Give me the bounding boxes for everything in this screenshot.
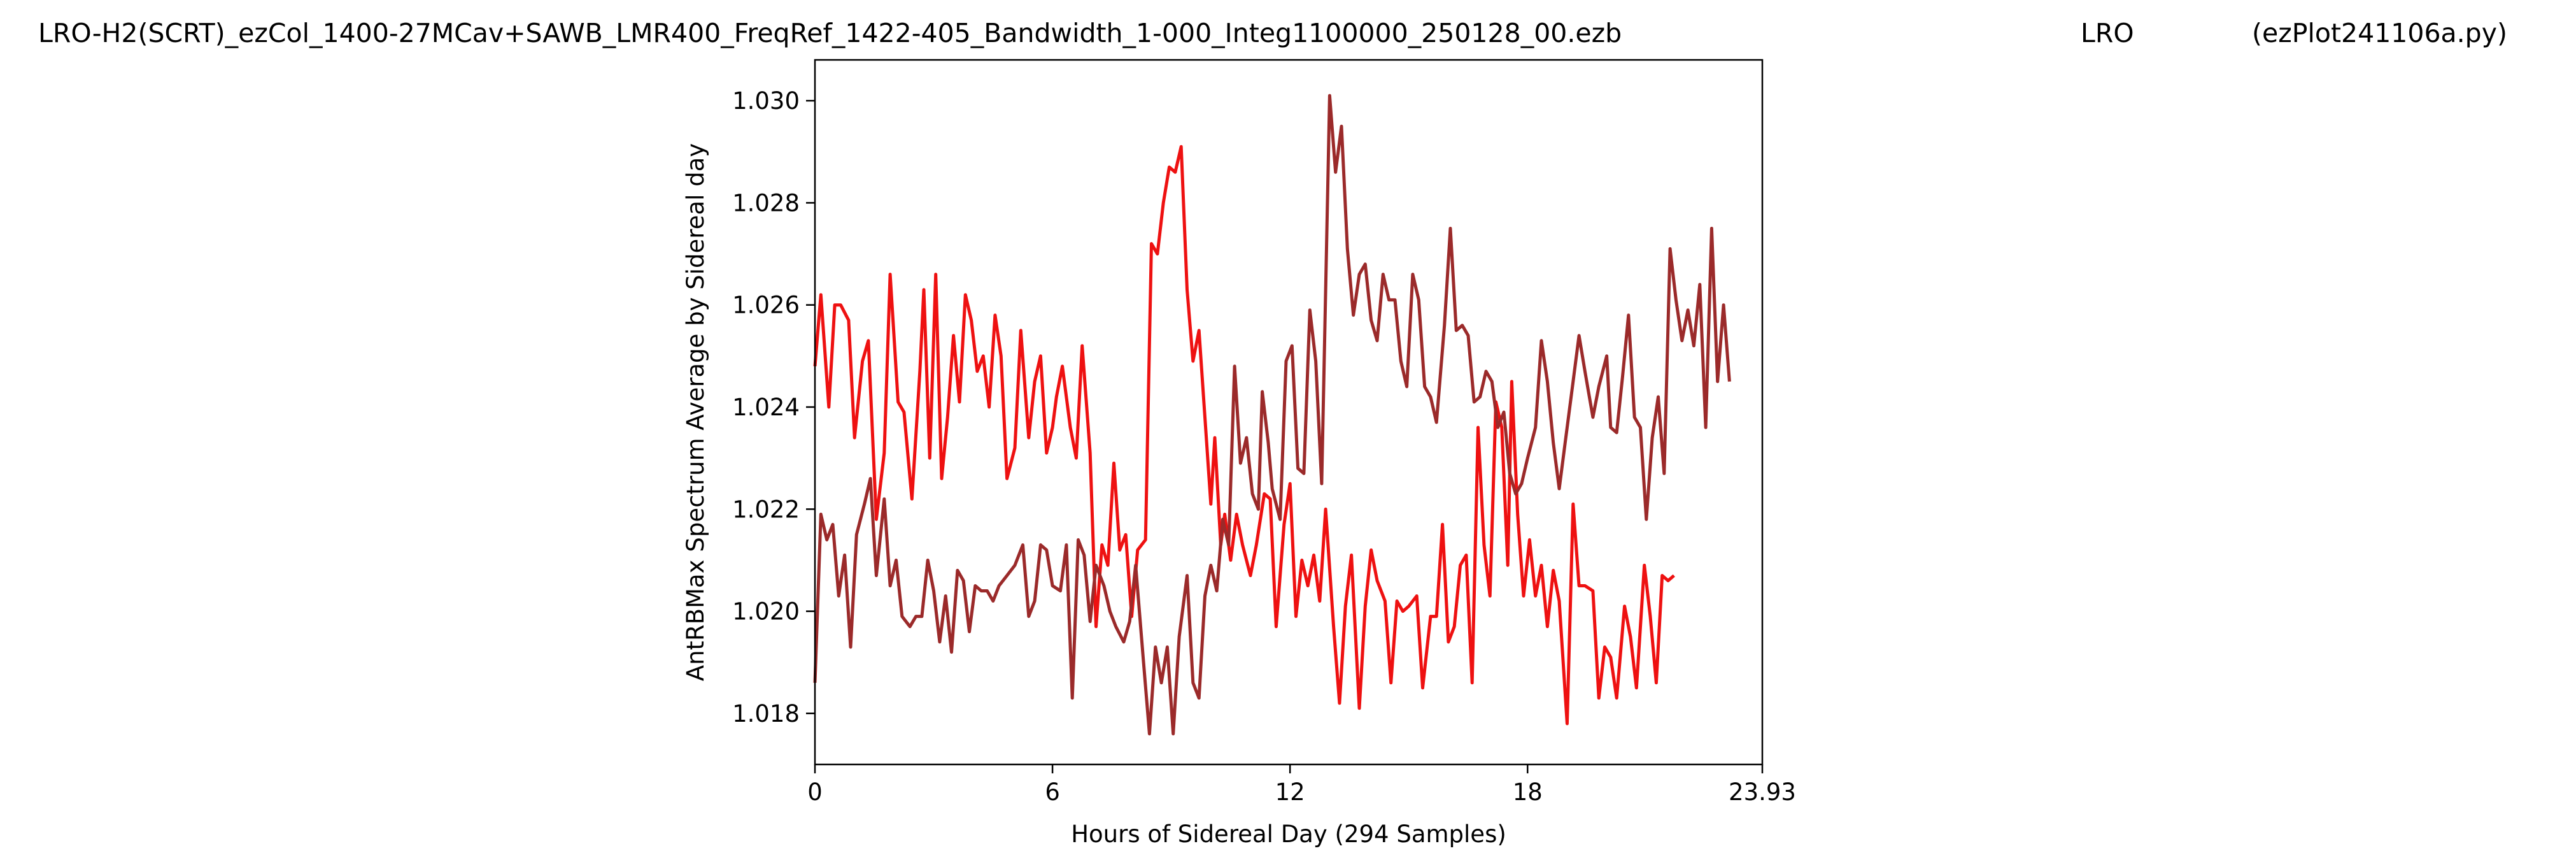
x-tick-label: 0 bbox=[807, 778, 823, 806]
y-tick-label: 1.020 bbox=[732, 598, 800, 626]
x-tick-label: 6 bbox=[1045, 778, 1060, 806]
y-axis-ticks: 1.018 1.020 1.022 1.024 1.026 1.028 1.030 bbox=[732, 87, 815, 727]
y-tick-label: 1.018 bbox=[732, 700, 800, 727]
x-tick-label: 23.93 bbox=[1729, 778, 1796, 806]
y-tick-label: 1.030 bbox=[732, 87, 800, 115]
series-line-2 bbox=[813, 94, 1731, 736]
x-tick-label: 18 bbox=[1513, 778, 1543, 806]
chart-title-script: (ezPlot241106a.py) bbox=[2252, 18, 2507, 48]
x-tick-label: 12 bbox=[1275, 778, 1305, 806]
y-tick-label: 1.026 bbox=[732, 292, 800, 319]
y-tick-label: 1.022 bbox=[732, 496, 800, 523]
chart-title-site: LRO bbox=[2081, 18, 2134, 48]
x-axis-label: Hours of Sidereal Day (294 Samples) bbox=[1071, 820, 1506, 848]
x-axis-ticks: 0 6 12 18 23.93 bbox=[807, 764, 1796, 806]
chart-title-filename: LRO-H2(SCRT)_ezCol_1400-27MCav+SAWB_LMR4… bbox=[38, 18, 1622, 48]
plot-frame bbox=[814, 59, 1764, 766]
y-tick-label: 1.024 bbox=[732, 394, 800, 421]
y-tick-label: 1.028 bbox=[732, 189, 800, 217]
y-axis-label: AntRBMax Spectrum Average by Sidereal da… bbox=[682, 143, 709, 681]
series-line-1 bbox=[813, 145, 1675, 726]
series-layer bbox=[813, 94, 1731, 736]
